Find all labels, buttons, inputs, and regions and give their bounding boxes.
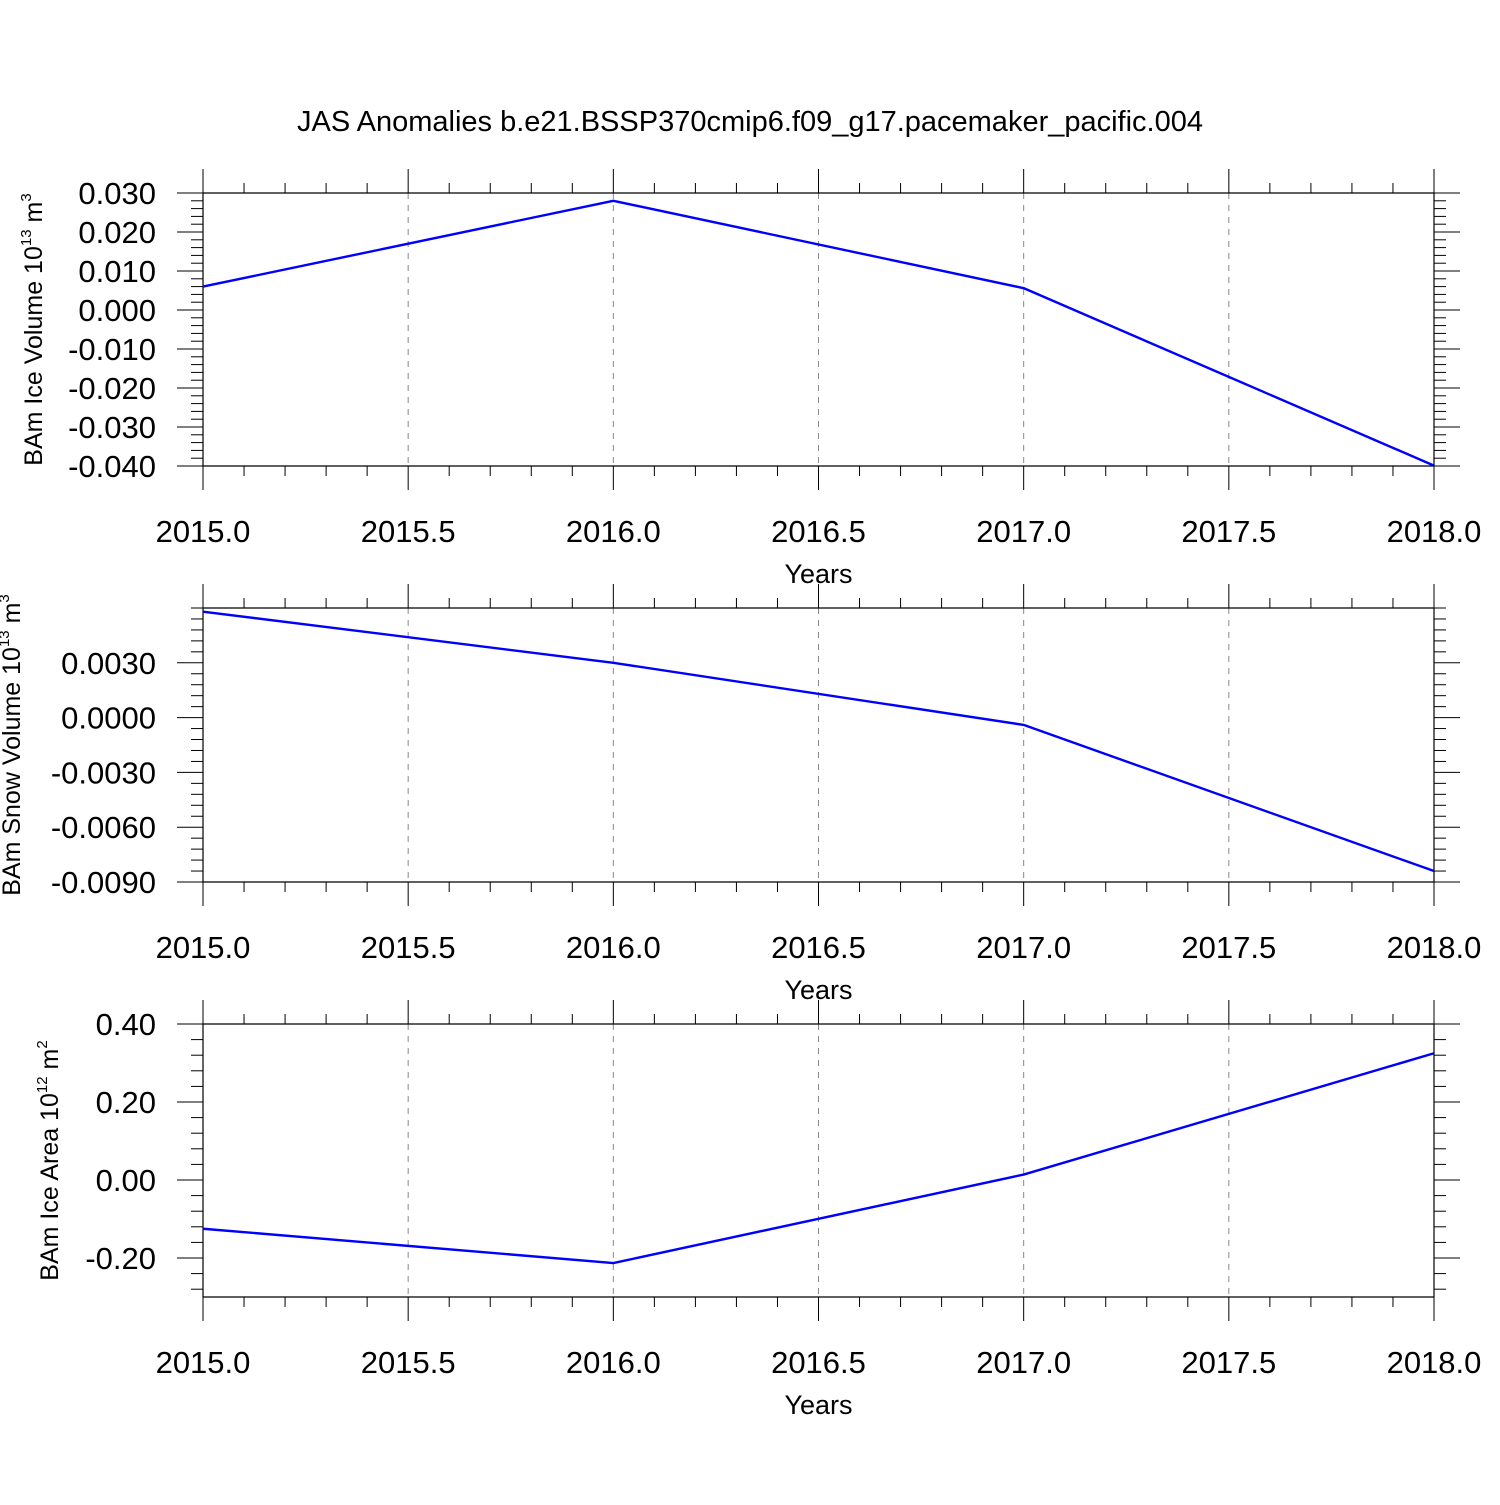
y-axis-title-unit-exponent: 3 [18, 193, 35, 201]
x-tick-label: 2016.0 [566, 930, 661, 965]
y-tick-label: -0.030 [68, 410, 156, 445]
x-tick-label: 2016.5 [771, 1345, 866, 1380]
x-tick-label: 2015.0 [156, 514, 251, 549]
y-tick-label: 0.0030 [61, 646, 156, 681]
y-tick-label: 0.0000 [61, 701, 156, 736]
y-tick-label: -0.0030 [51, 755, 156, 790]
y-axis-title-unit: m [36, 1049, 64, 1077]
y-tick-label: 0.010 [78, 254, 156, 289]
y-tick-label: 0.00 [96, 1163, 156, 1198]
x-tick-label: 2018.0 [1387, 514, 1482, 549]
y-tick-label: 0.20 [96, 1085, 156, 1120]
x-tick-label: 2015.5 [361, 930, 456, 965]
y-axis-title-text: BAm Snow Volume 10 [0, 647, 26, 896]
x-tick-label: 2015.0 [156, 930, 251, 965]
y-axis-title-text: BAm Ice Area 10 [36, 1093, 64, 1281]
x-tick-label: 2015.5 [361, 514, 456, 549]
y-tick-label: 0.030 [78, 176, 156, 211]
y-tick-label: -0.040 [68, 449, 156, 484]
x-tick-label: 2016.5 [771, 514, 866, 549]
y-tick-label: -0.020 [68, 371, 156, 406]
y-axis-title-text: BAm Ice Volume 10 [20, 246, 48, 466]
x-tick-label: 2018.0 [1387, 1345, 1482, 1380]
y-tick-label: 0.000 [78, 293, 156, 328]
x-tick-label: 2016.0 [566, 514, 661, 549]
y-axis-title-exponent: 12 [34, 1076, 51, 1093]
y-axis-title: BAm Snow Volume 1013 m3 [0, 594, 26, 896]
y-axis-title: BAm Ice Volume 1013 m3 [18, 193, 48, 465]
y-tick-label: -0.010 [68, 332, 156, 367]
y-axis-title-exponent: 13 [0, 630, 13, 647]
y-axis-title-unit-exponent: 3 [0, 594, 13, 602]
y-tick-label: -0.0090 [51, 865, 156, 900]
x-tick-label: 2017.0 [976, 514, 1071, 549]
y-axis-title: BAm Ice Area 1012 m2 [34, 1040, 64, 1280]
x-tick-label: 2015.0 [156, 1345, 251, 1380]
x-tick-label: 2017.0 [976, 1345, 1071, 1380]
y-tick-label: 0.020 [78, 215, 156, 250]
y-tick-label: -0.20 [85, 1241, 156, 1276]
x-tick-label: 2017.5 [1181, 514, 1276, 549]
y-axis-title-unit-exponent: 2 [34, 1040, 51, 1048]
y-axis-title-unit: m [0, 603, 26, 631]
chart-title: JAS Anomalies b.e21.BSSP370cmip6.f09_g17… [297, 106, 1203, 138]
panel-3: 2015.0 2015.5 2016.0 2016.5 2017.0 2017.5 2018… [34, 1000, 1481, 1420]
x-tick-label: 2017.0 [976, 930, 1071, 965]
y-axis-title-exponent: 13 [18, 229, 35, 246]
y-axis-title-unit: m [20, 202, 48, 230]
panel-1: 2015.0 2015.5 2016.0 2016.5 2017.0 2017.5 2018… [18, 169, 1481, 589]
y-tick-label: -0.0060 [51, 810, 156, 845]
x-tick-label: 2018.0 [1387, 930, 1482, 965]
x-tick-label: 2017.5 [1181, 1345, 1276, 1380]
panel-2: 2015.0 2015.5 2016.0 2016.5 2017.0 2017.5 2018… [0, 584, 1481, 1005]
y-tick-label: 0.40 [96, 1007, 156, 1042]
x-tick-label: 2015.5 [361, 1345, 456, 1380]
x-axis-title: Years [784, 1390, 852, 1420]
x-tick-label: 2017.5 [1181, 930, 1276, 965]
x-tick-label: 2016.0 [566, 1345, 661, 1380]
x-tick-label: 2016.5 [771, 930, 866, 965]
